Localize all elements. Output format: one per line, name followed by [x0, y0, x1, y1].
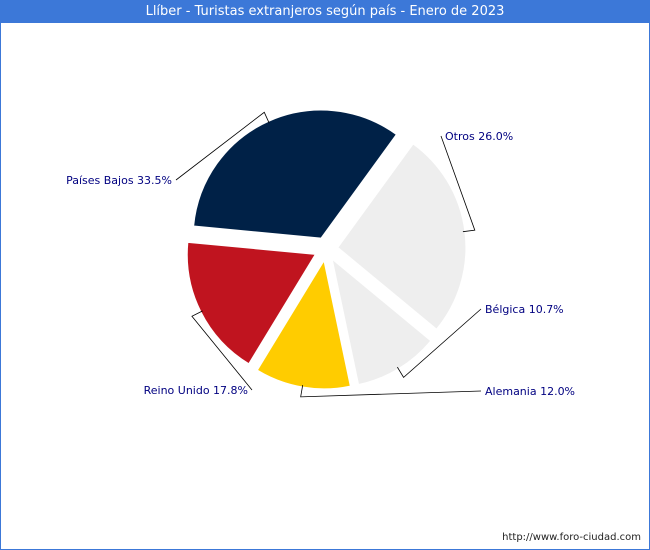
leader-line	[191, 310, 253, 391]
leader-line	[175, 111, 270, 181]
leader-line	[397, 308, 482, 379]
slice-label: Otros 26.0%	[445, 130, 513, 143]
slice-label: Alemania 12.0%	[485, 385, 575, 398]
chart-title: Llíber - Turistas extranjeros según país…	[1, 1, 649, 23]
leader-line	[300, 384, 482, 398]
slice-label: Reino Unido 17.8%	[144, 384, 248, 397]
slice-label: Bélgica 10.7%	[485, 303, 564, 316]
source-url: http://www.foro-ciudad.com	[502, 532, 641, 543]
leader-line	[440, 135, 476, 233]
slice-label: Países Bajos 33.5%	[66, 174, 172, 187]
